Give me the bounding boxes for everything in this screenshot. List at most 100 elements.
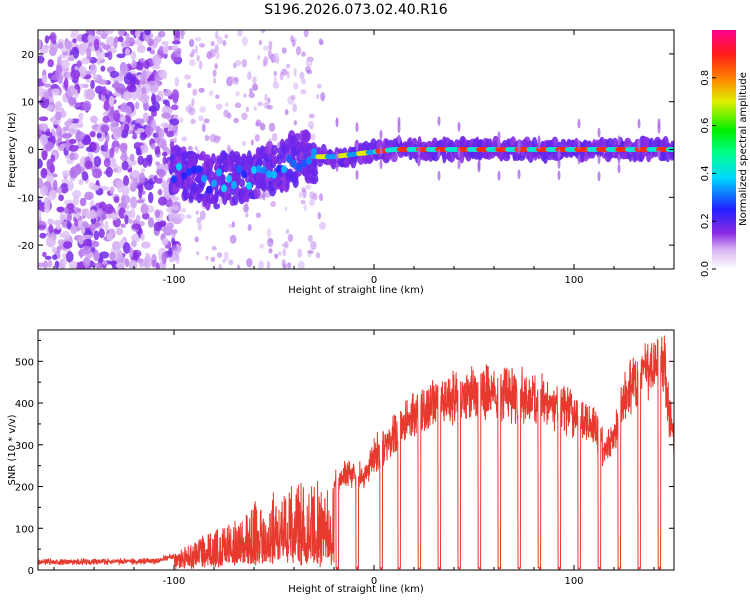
heatmap-cell	[78, 235, 85, 245]
heatmap-cell	[271, 170, 277, 179]
heatmap-cell	[204, 135, 210, 141]
heatmap-cell	[99, 251, 110, 259]
heatmap-cell	[40, 47, 45, 57]
heatmap-cell	[271, 132, 278, 142]
heatmap-cell	[104, 203, 114, 215]
heatmap-cell	[517, 169, 521, 180]
heatmap-cell	[355, 141, 359, 152]
heatmap-cell	[251, 166, 257, 174]
snr-frame	[37, 329, 675, 571]
heatmap-cell	[307, 253, 312, 258]
heatmap-cell	[268, 122, 276, 133]
heatmap-cell	[109, 147, 115, 159]
heatmap-cell	[292, 176, 299, 189]
heatmap-cell	[47, 218, 54, 226]
heatmap-cell	[557, 159, 561, 169]
snr-ytick-label: 400	[15, 399, 34, 410]
heatmap-cell	[577, 154, 581, 165]
heatmap-cell	[72, 189, 82, 199]
heatmap-cell	[137, 155, 144, 166]
heatmap-cell	[94, 85, 104, 94]
heatmap-cell	[130, 196, 138, 209]
heatmap-cell	[44, 255, 52, 260]
heatmap-cell	[96, 30, 104, 35]
heatmap-cell	[151, 93, 156, 106]
heatmap-cell	[281, 242, 288, 248]
heatmap-cell	[116, 53, 126, 59]
heatmap-cell	[284, 206, 288, 212]
heatmap-cell	[297, 248, 303, 258]
heatmap-cell	[42, 251, 47, 257]
heatmap-cell	[181, 136, 187, 142]
heatmap-cell	[120, 154, 128, 162]
heatmap-cell	[94, 262, 103, 269]
heatmap-cell	[281, 68, 288, 76]
heatmap-cell	[161, 237, 169, 246]
heatmap-cell	[51, 246, 57, 253]
heatmap-cell	[184, 74, 191, 80]
heatmap-cell	[81, 208, 89, 217]
heatmap-cell	[87, 34, 93, 43]
heatmap-cell	[213, 77, 217, 84]
heatmap-cell	[95, 50, 101, 58]
heatmap-cell	[144, 30, 151, 36]
heatmap-cell	[437, 149, 441, 160]
heatmap-cell	[234, 102, 242, 109]
heatmap-cell	[115, 126, 123, 137]
heatmap-cell	[162, 156, 167, 165]
heatmap-cell	[218, 263, 223, 269]
heatmap-cell	[211, 246, 217, 251]
heatmap-cell	[158, 128, 165, 139]
heatmap-cell	[670, 150, 674, 160]
heatmap-cell	[81, 171, 89, 181]
heatmap-cell	[143, 257, 149, 269]
heatmap-cell	[62, 230, 70, 240]
heatmap-cell	[397, 134, 401, 145]
heatmap-cell	[355, 169, 359, 180]
heatmap-cell	[310, 133, 316, 141]
heatmap-cell	[171, 175, 177, 184]
heatmap-cell	[59, 212, 65, 223]
heatmap-cell	[79, 197, 87, 207]
heatmap-cell	[134, 79, 141, 86]
heatmap-cell	[146, 47, 152, 52]
heatmap-cell	[68, 123, 78, 135]
heatmap-cell	[178, 213, 186, 222]
heatmap-cell	[215, 94, 220, 99]
heatmap-cell	[152, 38, 159, 48]
heatmap-cell	[242, 140, 246, 147]
heatmap-cell	[299, 71, 305, 80]
heatmap-cell	[38, 123, 49, 131]
heatmap-cell	[234, 76, 238, 83]
heatmap-cell	[245, 212, 249, 218]
heatmap-cell	[317, 83, 322, 89]
heatmap-cell	[141, 241, 151, 249]
heatmap-cell	[57, 238, 65, 246]
heatmap-cell	[120, 102, 128, 113]
heatmap-cell	[126, 72, 133, 81]
heatmap-cell	[191, 165, 197, 174]
heatmap-cell	[38, 39, 42, 50]
heatmap-cell	[161, 151, 168, 157]
heatmap-cell	[502, 152, 511, 162]
heatmap-cell	[217, 36, 223, 45]
heatmap-cell	[250, 139, 254, 146]
heatmap-cell	[39, 232, 47, 239]
snr-panel: -100 0 100 0 100 200 300 400 500 Height of strai…	[7, 329, 675, 595]
heatmap-cell	[216, 252, 223, 259]
heatmap-cell	[196, 165, 202, 174]
heatmap-cell	[172, 229, 178, 234]
heatmap-cell	[61, 132, 72, 139]
colorbar-gradient	[712, 30, 736, 269]
heatmap-cell	[557, 148, 561, 159]
heatmap-cell	[109, 251, 116, 261]
heatmap-cell	[115, 262, 126, 269]
heatmap-cell	[437, 116, 441, 127]
heatmap-cell	[211, 179, 217, 188]
heatmap-cell	[198, 87, 205, 93]
heatmap-cell	[132, 251, 140, 260]
heatmap-cell	[272, 81, 280, 89]
heatmap-cell	[148, 154, 153, 165]
heatmap-cell	[120, 223, 126, 228]
